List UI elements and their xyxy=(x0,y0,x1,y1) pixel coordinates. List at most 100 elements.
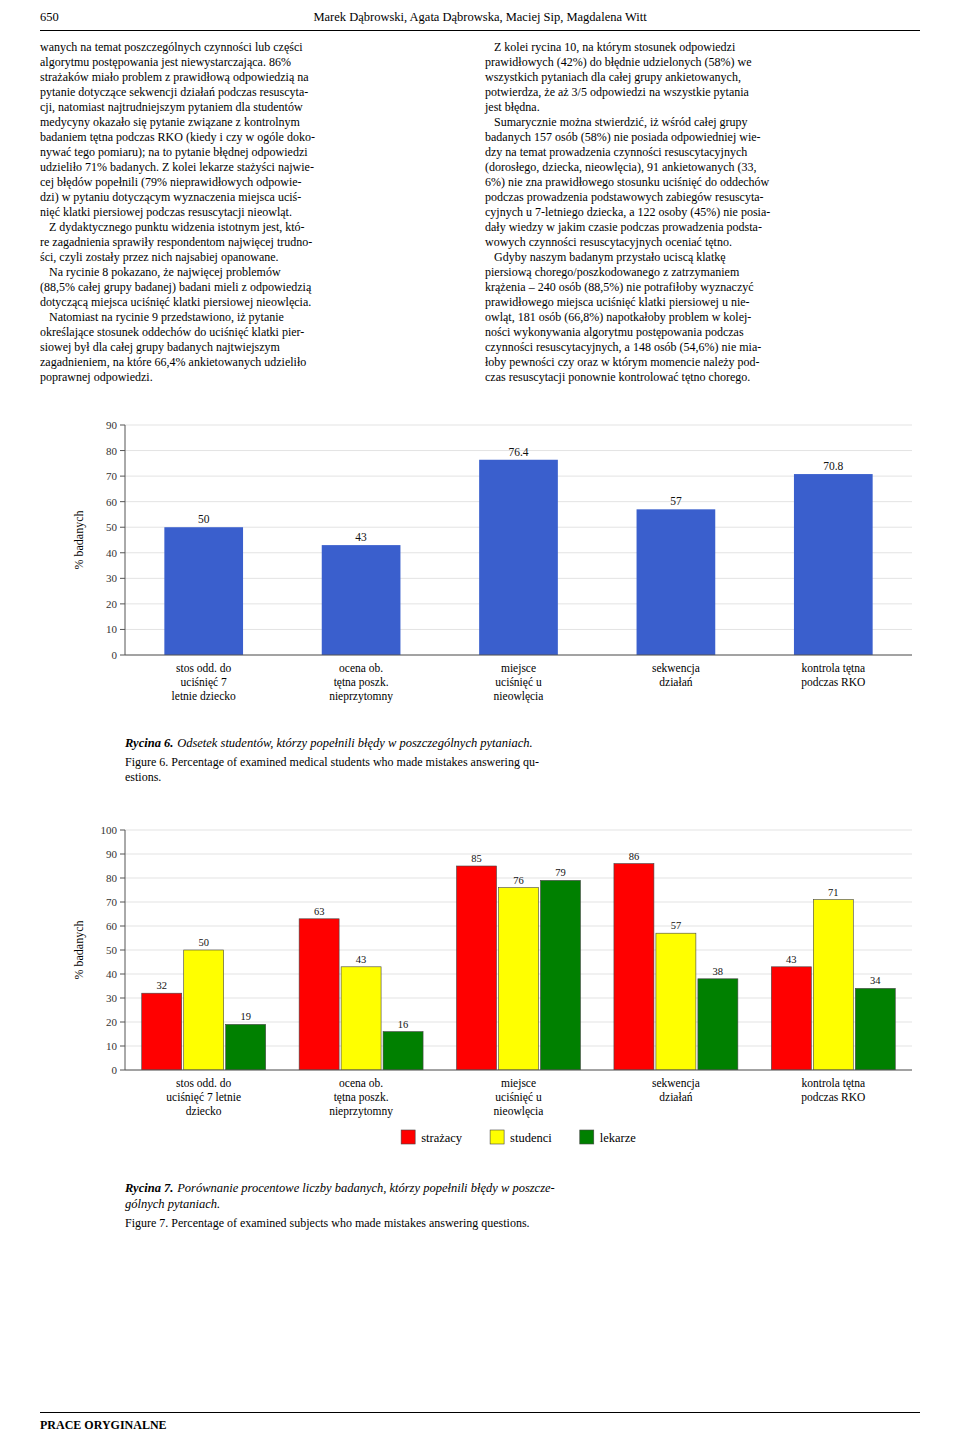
tick-label: 0 xyxy=(112,649,118,661)
tick-mark xyxy=(120,476,125,477)
category-label: ocena ob.tętna poszk.nieprzytomny xyxy=(329,1077,393,1118)
bar xyxy=(656,933,696,1070)
data-label: 32 xyxy=(156,980,167,991)
tick-mark xyxy=(120,1046,125,1047)
tick-mark xyxy=(120,552,125,553)
bar xyxy=(341,967,381,1070)
data-label: 76.4 xyxy=(508,446,528,458)
tick-label: 30 xyxy=(106,992,118,1004)
data-label: 57 xyxy=(670,495,682,507)
tick-mark xyxy=(120,629,125,630)
tick-mark xyxy=(120,926,125,927)
tick-mark xyxy=(120,501,125,502)
caption-text: Odsetek studentów, którzy popełnili błęd… xyxy=(177,736,533,750)
axis-line xyxy=(125,655,912,656)
text-line: badaniem tętna podczas RKO (kiedy i czy … xyxy=(40,130,480,145)
bars xyxy=(164,460,872,655)
tick-mark xyxy=(120,854,125,855)
text-line: pytanie dotyczące sekwencji działań podc… xyxy=(40,85,480,100)
tick-mark xyxy=(120,1022,125,1023)
text-line: algorytmu postępowania jest niewystarcza… xyxy=(40,55,480,70)
legend-swatch xyxy=(401,1130,415,1144)
text-line: cej błędów popełnili (79% nieprawidłowyc… xyxy=(40,175,480,190)
text-line: dzi) w pytaniu dotyczącym wyznaczenia mi… xyxy=(40,190,480,205)
text-line: Sumarycznie można stwierdzić, iż wśród c… xyxy=(485,115,925,130)
text-line: (dorosłego, dziecka, nieowlęcia), 91 ank… xyxy=(485,160,925,175)
axis-line xyxy=(125,830,126,1070)
data-label: 79 xyxy=(555,867,566,878)
data-label: 70.8 xyxy=(823,460,843,472)
bar xyxy=(383,1032,423,1070)
text-line: cji, natomiast najtrudniejszym pytaniem … xyxy=(40,100,480,115)
text-line: wanych na temat poszczególnych czynności… xyxy=(40,40,480,55)
tick-label: 40 xyxy=(106,968,118,980)
data-label: 50 xyxy=(198,513,210,525)
text-line: cyjnych u 7-letniego dziecka, a 122 osob… xyxy=(485,205,925,220)
tick-mark xyxy=(120,450,125,451)
category-label: miejsceuciśnięć unieowlęcia xyxy=(494,1077,544,1118)
tick-label: 60 xyxy=(106,920,118,932)
category-label: miejsceuciśnięć unieowlęcia xyxy=(494,662,544,703)
text-line: Z dydaktycznego punktu widzenia istotnym… xyxy=(40,220,480,235)
bars xyxy=(142,864,896,1070)
tick-label: 90 xyxy=(106,419,118,431)
text-line: Na rycinie 8 pokazano, że najwięcej prob… xyxy=(40,265,480,280)
tick-mark xyxy=(120,998,125,999)
tick-label: 40 xyxy=(106,547,118,559)
header-rule xyxy=(40,30,920,31)
tick-label: 10 xyxy=(106,623,118,635)
axis-line xyxy=(125,425,126,655)
page: 650Marek Dąbrowski, Agata Dąbrowska, Mac… xyxy=(0,0,960,1448)
text-line: dały wiedzy w jakim czasie podczas prowa… xyxy=(485,220,925,235)
category-label: sekwencjadziałań xyxy=(652,1077,700,1103)
data-label: 38 xyxy=(713,966,724,977)
text-line: poprawnej odpowiedzi. xyxy=(40,370,480,385)
text-line: ności wykonywania algorytmu postępowania… xyxy=(485,325,925,340)
grid-line xyxy=(125,830,912,831)
tick-label: 80 xyxy=(106,872,118,884)
category-label: stos odd. douciśnięć 7 letniedziecko xyxy=(166,1077,241,1117)
text-line: jest błędna. xyxy=(485,100,925,115)
bar xyxy=(855,988,895,1070)
grid-line xyxy=(125,425,912,426)
text-line: nywać tego pomiaru); na to pytanie błędn… xyxy=(40,145,480,160)
text-line: medycyny okazało się pytanie związane z … xyxy=(40,115,480,130)
footer-rule xyxy=(40,1412,920,1413)
data-label: 76 xyxy=(513,875,524,886)
text-line: Z kolei rycina 10, na którym stosunek od… xyxy=(485,40,925,55)
legend-label: strażacy xyxy=(421,1131,463,1145)
header-number: 650 xyxy=(40,10,59,25)
text-column: Z kolei rycina 10, na którym stosunek od… xyxy=(485,40,925,385)
text-line: podczas prowadzenia podstawowych zabiegó… xyxy=(485,190,925,205)
text-line: czas resuscytacji ponownie kontrolować t… xyxy=(485,370,925,385)
text-line: re zagadnienia sprawiły respondentom naj… xyxy=(40,235,480,250)
caption-title: Rycina 7. xyxy=(125,1181,173,1195)
axis-label: % badanych xyxy=(72,511,86,570)
bar xyxy=(540,880,580,1070)
bar xyxy=(698,979,738,1070)
tick-mark xyxy=(120,950,125,951)
axis-label: % badanych xyxy=(72,921,86,980)
legend-swatch xyxy=(490,1130,504,1144)
text-line: wszystkich pytaniach dla całej grupy ank… xyxy=(485,70,925,85)
text-line: prawidłowych (42%) do błędnie udzielonyc… xyxy=(485,55,925,70)
bar xyxy=(164,527,243,655)
category-label: sekwencjadziałań xyxy=(652,662,700,688)
bar xyxy=(794,474,873,655)
text-line: siowej był dla całej grupy badanych najt… xyxy=(40,340,480,355)
legend-label: lekarze xyxy=(600,1131,637,1145)
text-line: zagadnieniem, na które 66,4% ankietowany… xyxy=(40,355,480,370)
caption-english: Figure 6. Percentage of examined medical… xyxy=(125,755,925,785)
tick-mark xyxy=(120,878,125,879)
text-line: owląt, 181 osób (66,8%) napotkałoby prob… xyxy=(485,310,925,325)
caption-text: Porównanie procentowe liczby badanych, k… xyxy=(125,1181,555,1211)
text-line: 6%) nie zna prawidłowego stosunku uciśni… xyxy=(485,175,925,190)
text-line: badanych 157 osób (58%) nie posiada odpo… xyxy=(485,130,925,145)
tick-label: 70 xyxy=(106,896,118,908)
data-label: 43 xyxy=(355,531,367,543)
text-line: udzieliło 71% badanych. Z kolei lekarze … xyxy=(40,160,480,175)
legend-item: strażacy xyxy=(401,1130,463,1145)
text-line: prawidłowego miejsca uciśnięć klatki pie… xyxy=(485,295,925,310)
bar xyxy=(184,950,224,1070)
data-label: 57 xyxy=(671,920,682,931)
